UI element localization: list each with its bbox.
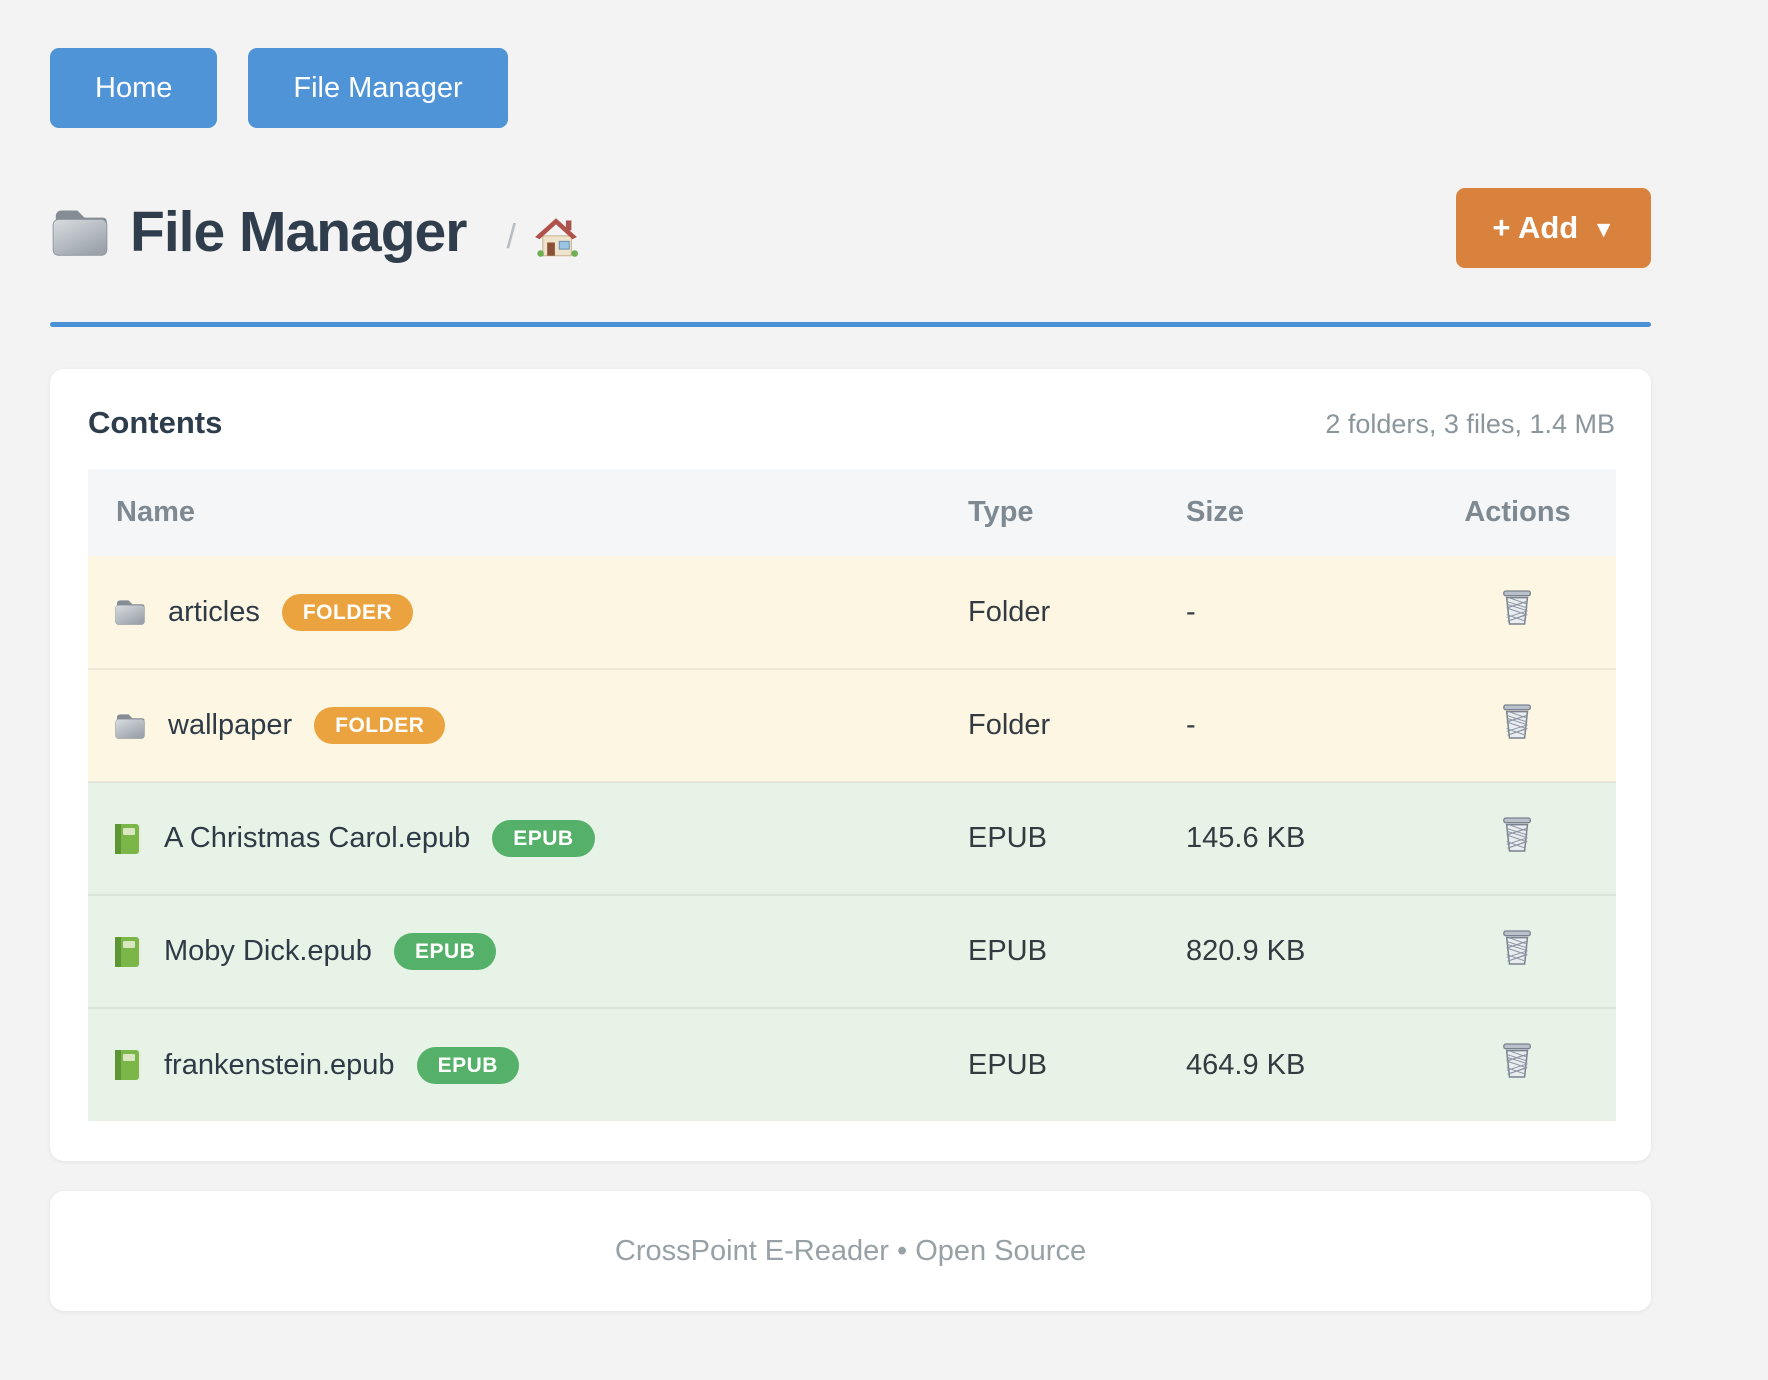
page-title: File Manager <box>130 200 467 264</box>
file-manager-button[interactable]: File Manager <box>248 48 508 128</box>
type-cell: EPUB <box>968 1007 1186 1121</box>
trash-icon <box>1502 703 1531 739</box>
size-cell: 820.9 KB <box>1186 894 1419 1008</box>
contents-heading: Contents <box>88 405 223 440</box>
trash-icon <box>1502 1043 1531 1078</box>
file-name-link[interactable]: A Christmas Carol.epub <box>164 822 471 854</box>
add-button-label: + Add <box>1492 210 1579 245</box>
type-badge: FOLDER <box>314 707 446 744</box>
size-cell: 464.9 KB <box>1186 1007 1419 1121</box>
contents-summary: 2 folders, 3 files, 1.4 MB <box>1325 409 1615 439</box>
type-badge: EPUB <box>416 1046 519 1084</box>
size-cell: - <box>1186 595 1196 628</box>
table-row: articles FOLDER Folder - <box>88 556 1616 669</box>
column-header-size: Size <box>1186 469 1419 556</box>
trash-icon <box>1502 590 1531 625</box>
book-icon <box>115 823 141 854</box>
home-button[interactable]: Home <box>50 48 218 128</box>
home-icon[interactable] <box>534 216 578 258</box>
file-name-link[interactable]: articles <box>168 595 260 628</box>
delete-button[interactable] <box>1501 816 1535 854</box>
header-divider <box>50 322 1651 327</box>
type-cell: EPUB <box>968 894 1186 1008</box>
type-badge: EPUB <box>492 820 595 857</box>
column-header-name: Name <box>88 469 968 556</box>
table-row: Moby Dick.epub EPUB EPUB 820.9 KB <box>88 894 1616 1008</box>
footer-text: CrossPoint E-Reader • Open Source <box>614 1234 1087 1267</box>
column-header-type: Type <box>968 469 1186 556</box>
table-row: A Christmas Carol.epub EPUB EPUB 145.6 K… <box>88 781 1616 895</box>
table-header-row: Name Type Size Actions <box>88 469 1616 556</box>
delete-button[interactable] <box>1501 1042 1535 1080</box>
delete-button[interactable] <box>1501 589 1535 627</box>
type-cell: Folder <box>968 668 1186 782</box>
column-header-actions: Actions <box>1419 469 1616 556</box>
chevron-down-icon: ▼ <box>1592 216 1615 242</box>
delete-button[interactable] <box>1501 929 1535 967</box>
file-name-link[interactable]: wallpaper <box>168 709 293 741</box>
file-table-wrap: Name Type Size Actions articles FOLDER <box>88 469 1616 1121</box>
table-row: wallpaper FOLDER Folder - <box>88 668 1616 782</box>
page-container: Home File Manager File Manager / + Add ▼… <box>50 0 1651 1311</box>
type-badge: EPUB <box>393 933 497 970</box>
size-cell: 145.6 KB <box>1186 781 1419 895</box>
add-button[interactable]: + Add ▼ <box>1456 188 1651 268</box>
file-table: Name Type Size Actions articles FOLDER <box>88 469 1616 1121</box>
page-header: File Manager / + Add ▼ <box>50 188 1651 276</box>
top-nav: Home File Manager <box>50 48 1651 128</box>
folder-icon <box>52 210 108 256</box>
type-badge: FOLDER <box>281 593 414 631</box>
book-icon <box>115 1050 141 1080</box>
file-name-link[interactable]: Moby Dick.epub <box>164 935 372 967</box>
folder-icon <box>115 713 145 739</box>
delete-button[interactable] <box>1501 703 1535 741</box>
type-cell: EPUB <box>968 781 1186 895</box>
footer: CrossPoint E-Reader • Open Source <box>50 1191 1651 1311</box>
book-icon <box>115 936 141 967</box>
folder-icon <box>115 600 145 625</box>
contents-card: Contents 2 folders, 3 files, 1.4 MB Name… <box>50 369 1651 1161</box>
size-cell: - <box>1186 668 1419 782</box>
trash-icon <box>1502 929 1531 965</box>
type-cell: Folder <box>968 595 1051 628</box>
table-row: frankenstein.epub EPUB EPUB 464.9 KB <box>88 1007 1616 1121</box>
trash-icon <box>1502 816 1531 852</box>
file-name-link[interactable]: frankenstein.epub <box>164 1048 395 1081</box>
breadcrumb-separator: / <box>506 217 516 256</box>
